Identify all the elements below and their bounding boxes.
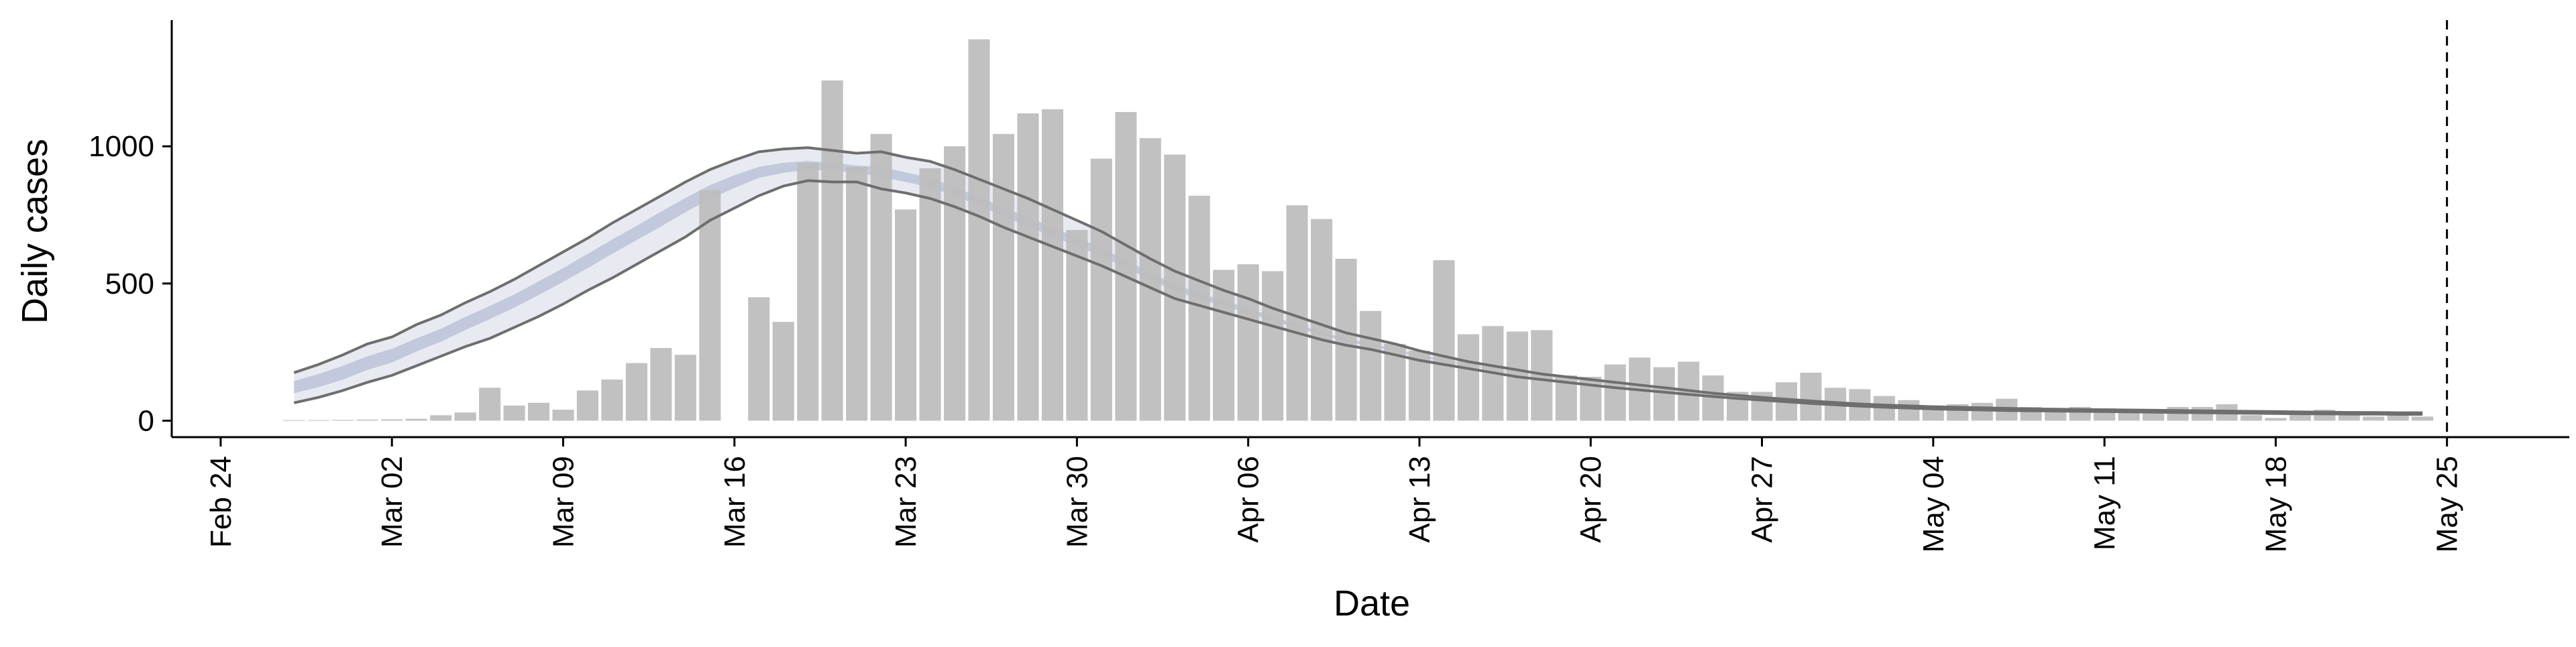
- bar-day-28: [968, 39, 990, 421]
- x-tick-label: Apr 27: [1746, 456, 1779, 543]
- bar-day-32: [1066, 230, 1088, 421]
- x-tick-label: May 04: [1917, 456, 1950, 552]
- bar-day-0: [283, 420, 305, 421]
- bar-day-22: [821, 80, 843, 421]
- bar-day-14: [625, 363, 647, 421]
- model-inner-band: [294, 161, 2423, 414]
- bar-day-75: [2118, 411, 2140, 421]
- bar-day-62: [1800, 372, 1822, 421]
- bar-day-30: [1017, 113, 1039, 421]
- bar-day-20: [772, 322, 794, 421]
- bar-day-40: [1262, 271, 1284, 421]
- bar-day-11: [552, 410, 574, 421]
- x-tick-label: Mar 23: [890, 456, 922, 548]
- y-tick-label: 0: [138, 404, 154, 437]
- bar-day-6: [430, 415, 452, 421]
- model-outer-band: [294, 148, 2423, 415]
- bar-day-43: [1335, 259, 1357, 421]
- x-tick-label: Mar 30: [1061, 456, 1093, 548]
- bar-day-21: [797, 162, 819, 421]
- bar-day-35: [1139, 138, 1161, 421]
- x-axis-title: Date: [1334, 583, 1410, 624]
- bar-day-47: [1433, 260, 1455, 421]
- bar-day-13: [601, 379, 623, 421]
- bar-day-42: [1311, 219, 1333, 421]
- bar-day-15: [650, 348, 672, 421]
- bar-day-48: [1457, 334, 1479, 421]
- model-line-layer: [293, 146, 2423, 416]
- bar-layer: [283, 39, 2434, 421]
- x-tick-label: May 18: [2259, 456, 2292, 552]
- bar-day-72: [2045, 410, 2067, 421]
- x-tick-label: Mar 02: [376, 456, 409, 548]
- axis-layer: [170, 20, 2569, 438]
- bar-day-31: [1041, 109, 1063, 421]
- bar-day-10: [528, 402, 550, 421]
- bar-day-24: [870, 133, 892, 421]
- bar-day-44: [1360, 310, 1382, 421]
- bar-day-7: [454, 412, 476, 421]
- model-band-layer: [294, 148, 2423, 415]
- bar-day-8: [479, 388, 501, 421]
- bar-day-29: [992, 133, 1014, 421]
- bar-day-33: [1090, 158, 1112, 421]
- y-tick-label: 1000: [89, 130, 154, 163]
- bar-day-36: [1164, 154, 1186, 421]
- x-tick-label: Apr 06: [1232, 456, 1265, 543]
- bar-day-5: [405, 418, 427, 421]
- model-upper-line: [293, 146, 2423, 414]
- bar-day-86: [2387, 415, 2409, 421]
- x-tick-label: Apr 13: [1403, 456, 1436, 543]
- bar-day-81: [2265, 418, 2287, 421]
- bar-day-16: [674, 355, 696, 421]
- bar-day-85: [2363, 416, 2385, 421]
- tick-layer: Feb 24 Mar 02 Mar 09 Mar 16 Mar 23 Mar 30 Apr …: [89, 130, 2464, 552]
- bar-day-80: [2240, 415, 2262, 421]
- bar-day-26: [919, 168, 941, 421]
- bar-day-23: [846, 166, 868, 421]
- bar-day-69: [1971, 402, 1993, 421]
- bar-day-3: [356, 419, 378, 421]
- bar-day-87: [2412, 416, 2434, 421]
- bar-day-27: [944, 146, 966, 421]
- bar-day-1: [307, 420, 329, 421]
- x-tick-label: May 11: [2088, 456, 2121, 550]
- y-tick-label: 500: [105, 268, 154, 300]
- bar-day-54: [1604, 364, 1626, 421]
- bar-day-82: [2289, 415, 2311, 421]
- x-tick-label: Mar 16: [718, 456, 751, 548]
- bar-day-12: [576, 390, 598, 421]
- bar-day-19: [748, 297, 770, 421]
- bar-day-38: [1213, 270, 1235, 421]
- bar-day-4: [381, 419, 403, 421]
- x-tick-label: Feb 24: [205, 456, 237, 548]
- bar-day-39: [1237, 264, 1259, 421]
- bar-day-66: [1898, 400, 1920, 421]
- x-tick-label: Mar 09: [547, 456, 580, 548]
- bar-day-34: [1115, 112, 1137, 421]
- bar-day-9: [503, 405, 525, 421]
- x-tick-label: Apr 20: [1574, 456, 1607, 543]
- bar-day-17: [699, 190, 721, 421]
- model-lower-line: [293, 179, 2423, 416]
- x-tick-label: May 25: [2431, 456, 2464, 552]
- bar-day-25: [895, 209, 917, 421]
- y-axis-title: Daily cases: [15, 139, 55, 324]
